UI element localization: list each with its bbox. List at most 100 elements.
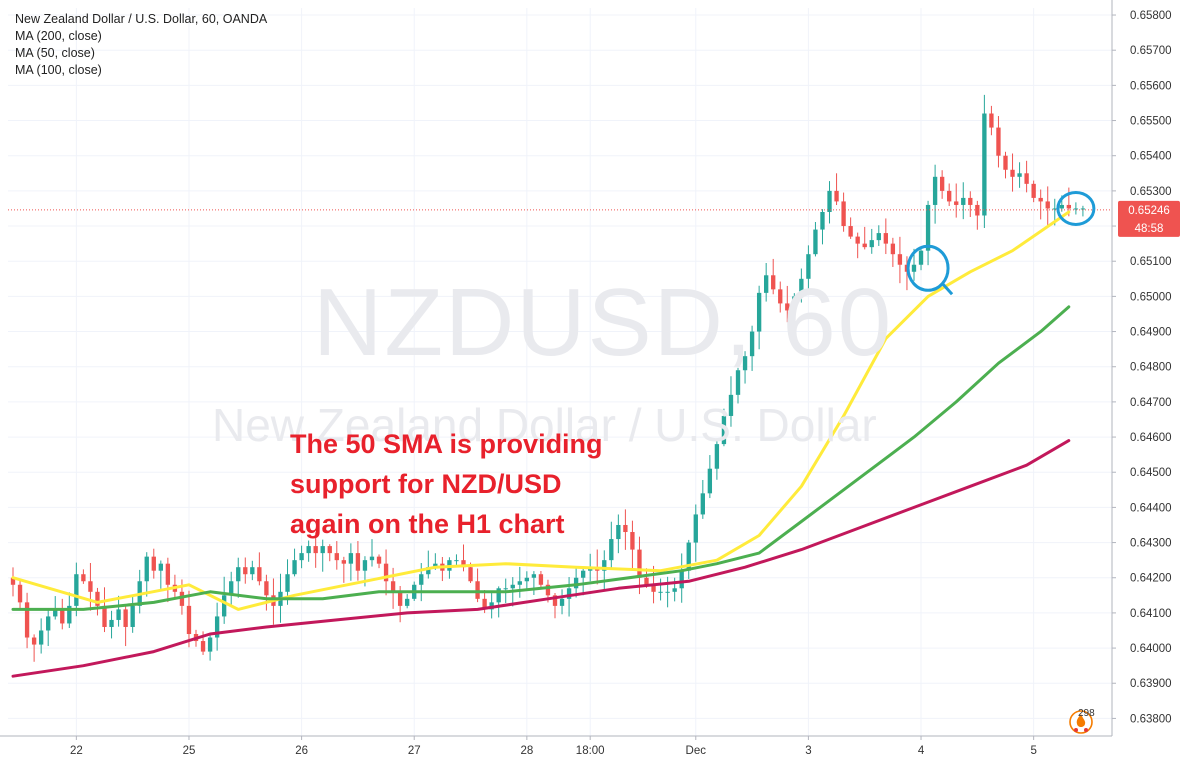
candle-body bbox=[165, 563, 171, 585]
time-tick-label: 4 bbox=[918, 745, 925, 757]
candle-body bbox=[573, 577, 579, 589]
candle-body bbox=[1059, 204, 1064, 209]
candle-body bbox=[630, 532, 635, 550]
price-tick-label: 0.65800 bbox=[1130, 10, 1172, 22]
time-tick-label: 25 bbox=[183, 745, 196, 757]
price-tick-label: 0.65600 bbox=[1130, 80, 1172, 92]
candle-body bbox=[813, 229, 818, 255]
candle-body bbox=[397, 591, 403, 606]
candle-body bbox=[848, 226, 853, 237]
candle-body bbox=[285, 574, 290, 592]
candle-body bbox=[918, 250, 924, 265]
symbol-title[interactable]: New Zealand Dollar / U.S. Dollar, 60, OA… bbox=[15, 12, 268, 26]
time-tick-label: 18:00 bbox=[576, 745, 605, 757]
indicator-ma50[interactable]: MA (50, close) bbox=[15, 46, 95, 60]
price-tick-label: 0.64800 bbox=[1130, 362, 1172, 374]
price-tick-label: 0.64500 bbox=[1130, 467, 1172, 479]
candle-body bbox=[320, 546, 325, 554]
time-tick-label: 22 bbox=[70, 745, 83, 757]
price-tick-label: 0.64700 bbox=[1130, 397, 1172, 409]
candle-body bbox=[186, 605, 192, 635]
candle-body bbox=[475, 581, 480, 599]
time-axis-background bbox=[0, 736, 1188, 774]
candle-body bbox=[602, 560, 607, 571]
candle-body bbox=[419, 574, 424, 585]
price-tick-label: 0.64100 bbox=[1130, 608, 1172, 620]
candle-body bbox=[1031, 183, 1036, 198]
candle-body bbox=[250, 567, 255, 575]
candle-body bbox=[1024, 173, 1029, 184]
price-tick-label: 0.65300 bbox=[1130, 186, 1172, 198]
candle-body bbox=[925, 204, 931, 251]
candle-body bbox=[665, 591, 670, 593]
candle-body bbox=[679, 570, 684, 589]
candle-body bbox=[989, 113, 994, 128]
candle-body bbox=[686, 542, 691, 571]
candle-body bbox=[637, 549, 642, 578]
annotation-line-2: support for NZD/USD bbox=[290, 469, 562, 499]
candle-body bbox=[700, 493, 705, 515]
candle-body bbox=[123, 609, 128, 627]
candle-body bbox=[876, 233, 881, 241]
candle-body bbox=[538, 574, 544, 585]
price-tick-label: 0.65700 bbox=[1130, 45, 1172, 57]
candle-body bbox=[799, 278, 804, 297]
candle-body bbox=[552, 595, 558, 606]
price-tick-label: 0.63900 bbox=[1130, 678, 1172, 690]
candle-body bbox=[144, 556, 149, 582]
candle-body bbox=[390, 581, 396, 592]
fire-badge-icon[interactable] bbox=[1066, 706, 1096, 736]
candle-body bbox=[749, 331, 755, 357]
candle-body bbox=[362, 560, 368, 571]
candle-body bbox=[348, 553, 354, 564]
candle-body bbox=[109, 619, 114, 627]
candle-body bbox=[151, 556, 156, 571]
price-tick-label: 0.64400 bbox=[1130, 502, 1172, 514]
time-tick-label: 27 bbox=[408, 745, 421, 757]
candle-body bbox=[179, 591, 185, 606]
highlight-tail bbox=[941, 283, 954, 296]
price-tick-label: 0.64900 bbox=[1130, 327, 1172, 339]
candle-body bbox=[306, 546, 311, 554]
candle-body bbox=[644, 577, 649, 585]
candle-body bbox=[968, 197, 973, 205]
indicator-ma200[interactable]: MA (200, close) bbox=[15, 29, 102, 43]
current-price-tag bbox=[1118, 200, 1180, 237]
candle-body bbox=[883, 233, 888, 244]
ma-line-100 bbox=[11, 305, 1071, 611]
candle-body bbox=[376, 556, 382, 564]
candle-body bbox=[545, 584, 551, 596]
candle-body bbox=[834, 190, 839, 202]
price-tick-label: 0.64600 bbox=[1130, 432, 1172, 444]
candle-body bbox=[158, 563, 163, 571]
price-tick-label: 0.64000 bbox=[1130, 643, 1172, 655]
candle-body bbox=[939, 176, 945, 191]
candle-body bbox=[792, 296, 797, 311]
candle-body bbox=[820, 211, 825, 230]
candle-body bbox=[742, 356, 748, 371]
candle-body bbox=[46, 616, 51, 631]
candle-body bbox=[623, 524, 628, 533]
candle-body bbox=[433, 563, 438, 568]
badge-count: 298 bbox=[1078, 708, 1095, 719]
price-tick-label: 0.65400 bbox=[1130, 151, 1172, 163]
candle-body bbox=[531, 574, 537, 578]
candle-body bbox=[806, 254, 811, 279]
candle-body bbox=[31, 637, 37, 645]
candle-body bbox=[890, 243, 896, 255]
candle-body bbox=[257, 567, 262, 582]
candle-body bbox=[580, 570, 586, 578]
candle-body bbox=[341, 560, 346, 564]
candle-body bbox=[207, 637, 213, 652]
candle-body bbox=[130, 605, 135, 627]
candle-body bbox=[728, 394, 734, 416]
candle-body bbox=[1003, 155, 1008, 170]
price-tick-label: 0.65000 bbox=[1130, 291, 1172, 303]
indicator-ma100[interactable]: MA (100, close) bbox=[15, 63, 102, 77]
candle-body bbox=[243, 567, 248, 575]
candle-body bbox=[1080, 208, 1086, 210]
candle-body bbox=[454, 560, 459, 562]
candle-body bbox=[897, 254, 903, 265]
